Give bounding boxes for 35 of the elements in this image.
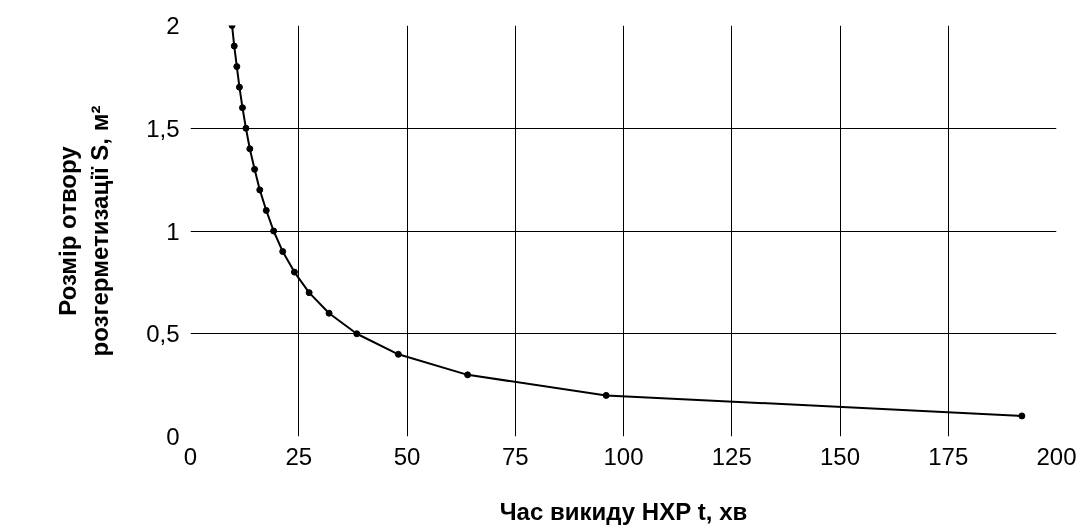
- y-tick-label: 0,5: [146, 320, 180, 348]
- x-axis-title: Час викиду НХР t, хв: [499, 497, 748, 525]
- x-tick-label: 50: [393, 442, 421, 470]
- point: [279, 248, 287, 256]
- point: [602, 391, 610, 399]
- y-tick-label: 2: [166, 12, 180, 39]
- x-tick-label: 150: [819, 442, 861, 470]
- point: [270, 227, 278, 235]
- x-tick-label: 75: [501, 442, 529, 470]
- x-tick-label: 175: [928, 442, 969, 470]
- point: [305, 289, 313, 297]
- point: [464, 371, 472, 379]
- x-tick-label: 0: [183, 442, 198, 470]
- point: [290, 268, 298, 276]
- x-tick-label: 25: [285, 442, 313, 470]
- point: [251, 165, 259, 173]
- point: [325, 309, 333, 317]
- point: [230, 42, 238, 50]
- point: [235, 83, 243, 91]
- point: [242, 124, 250, 132]
- point: [353, 330, 361, 338]
- point: [256, 186, 264, 194]
- point: [262, 206, 270, 214]
- point: [246, 145, 254, 153]
- y-tick-label: 1: [166, 217, 180, 245]
- point: [1018, 412, 1026, 420]
- y-axis-title: Розмір отвору розгерметизації S, м²: [53, 105, 114, 357]
- y-tick-label: 1,5: [146, 114, 180, 142]
- y-tick-label: 0: [166, 423, 180, 450]
- point: [238, 104, 246, 112]
- point: [394, 350, 402, 358]
- x-tick-label: 100: [603, 442, 644, 470]
- point: [233, 63, 241, 71]
- x-tick-label: 125: [711, 442, 752, 470]
- x-tick-label: 200: [1036, 442, 1077, 470]
